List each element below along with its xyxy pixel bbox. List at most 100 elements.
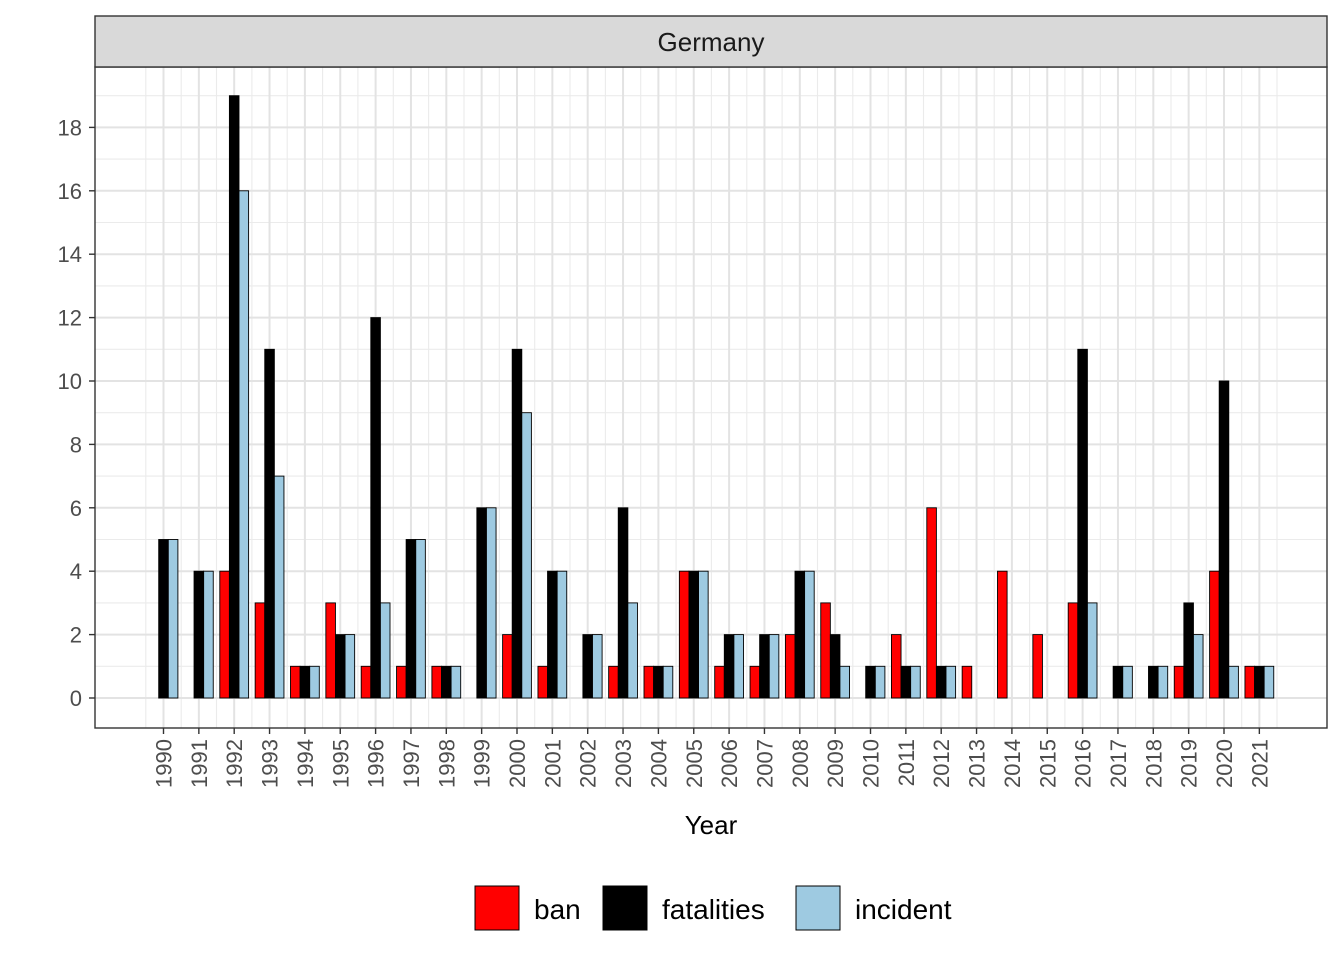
x-tick-label: 2016	[1071, 739, 1096, 788]
bar-incident-2020	[1228, 665, 1239, 699]
bar-incident-2021	[1263, 665, 1275, 699]
bar-ban-2009	[820, 602, 831, 699]
x-tick-label: 2005	[682, 739, 707, 788]
bar-fatalities-1992	[228, 95, 240, 699]
bar-incident-1993	[273, 475, 285, 699]
x-tick-label: 2015	[1035, 739, 1060, 788]
bar-fatalities-1993	[264, 348, 275, 699]
bars	[158, 95, 1275, 699]
legend-label-fatalities: fatalities	[662, 894, 765, 925]
bar-incident-1991	[203, 570, 214, 699]
x-tick-label: 1998	[434, 739, 459, 788]
x-tick-label: 1990	[152, 739, 177, 788]
x-tick-label: 2000	[505, 739, 530, 788]
y-tick-label: 0	[70, 686, 82, 711]
bar-incident-2011	[910, 665, 921, 699]
bar-ban-1993	[254, 602, 266, 699]
bar-incident-1998	[450, 665, 462, 699]
x-tick-label: 2001	[540, 739, 565, 788]
bar-fatalities-2018	[1148, 665, 1159, 699]
bar-ban-2000	[502, 634, 513, 699]
bar-ban-2012	[926, 507, 937, 699]
bar-ban-2003	[608, 665, 619, 699]
bar-ban-1995	[325, 602, 336, 699]
bar-ban-2016	[1067, 602, 1079, 699]
bar-fatalities-2016	[1077, 348, 1088, 699]
x-tick-label: 2020	[1212, 739, 1237, 788]
y-tick-label: 10	[58, 369, 82, 394]
bar-incident-1997	[415, 539, 426, 699]
y-tick-label: 2	[70, 623, 82, 648]
x-tick-label: 2017	[1106, 739, 1131, 788]
bar-fatalities-2019	[1183, 602, 1194, 699]
x-tick-label: 2007	[752, 739, 777, 788]
x-axis: 1990 1991 1992 1993 1994 1995 1996 1997 1998 1999…	[152, 728, 1272, 788]
legend-label-incident: incident	[855, 894, 952, 925]
bar-fatalities-2004	[653, 665, 664, 699]
bar-fatalities-2021	[1254, 665, 1265, 699]
x-tick-label: 1995	[328, 739, 353, 788]
bar-ban-1996	[360, 665, 372, 699]
bar-incident-2001	[556, 570, 568, 699]
x-tick-label: 1997	[399, 739, 424, 788]
bar-ban-2004	[643, 665, 655, 699]
bar-ban-2005	[678, 570, 690, 699]
bar-incident-2005	[698, 570, 709, 699]
y-tick-label: 14	[58, 242, 82, 267]
x-tick-label: 2002	[576, 739, 601, 788]
bar-incident-2012	[945, 665, 957, 699]
x-tick-label: 2012	[929, 739, 954, 788]
x-tick-label: 2003	[611, 739, 636, 788]
x-tick-label: 2009	[823, 739, 848, 788]
bar-incident-1996	[379, 602, 391, 699]
bar-fatalities-1990	[158, 539, 169, 699]
bar-incident-2017	[1122, 665, 1133, 699]
bar-incident-2016	[1086, 602, 1098, 699]
bar-fatalities-1999	[476, 507, 487, 699]
bar-ban-2015	[1032, 634, 1043, 699]
bar-fatalities-2009	[829, 634, 841, 699]
x-tick-label: 1991	[187, 739, 212, 788]
facet-strip	[94, 15, 1328, 68]
legend-key-fatalities	[602, 885, 648, 931]
bar-incident-2008	[804, 570, 815, 699]
bar-fatalities-2017	[1112, 665, 1124, 699]
legend-label-ban: ban	[534, 894, 581, 925]
x-tick-label: 2021	[1247, 739, 1272, 788]
bar-incident-2004	[662, 665, 674, 699]
bar-fatalities-1997	[405, 539, 417, 699]
legend-item-fatalities: fatalities	[602, 885, 765, 931]
bar-ban-2011	[891, 634, 902, 699]
bar-ban-1992	[219, 570, 230, 699]
bar-ban-2021	[1244, 665, 1255, 699]
bar-ban-1998	[431, 665, 442, 699]
bar-ban-2020	[1209, 570, 1220, 699]
bar-fatalities-2012	[935, 665, 947, 699]
bar-fatalities-2020	[1218, 380, 1230, 699]
x-tick-label: 1992	[222, 739, 247, 788]
bar-incident-1992	[238, 190, 250, 699]
bar-incident-2010	[874, 665, 886, 699]
x-tick-label: 2014	[1000, 739, 1025, 788]
bar-incident-2006	[733, 634, 744, 699]
legend: ban fatalities incident	[474, 885, 952, 931]
bar-incident-1994	[309, 665, 320, 699]
y-tick-label: 12	[58, 306, 82, 331]
bar-incident-1995	[344, 634, 356, 699]
legend-item-incident: incident	[795, 885, 952, 931]
bar-incident-2003	[627, 602, 638, 699]
bar-ban-2008	[784, 634, 796, 699]
bar-incident-2000	[521, 412, 532, 699]
bar-incident-2018	[1157, 665, 1169, 699]
bar-ban-1997	[396, 665, 407, 699]
bar-fatalities-2008	[794, 570, 806, 699]
bar-ban-2007	[749, 665, 761, 699]
legend-item-ban: ban	[474, 885, 581, 931]
y-tick-label: 6	[70, 496, 82, 521]
bar-ban-1994	[290, 665, 301, 699]
x-tick-label: 2019	[1177, 739, 1202, 788]
x-tick-label: 2018	[1141, 739, 1166, 788]
y-tick-label: 4	[70, 559, 82, 584]
bar-incident-1990	[167, 539, 179, 699]
